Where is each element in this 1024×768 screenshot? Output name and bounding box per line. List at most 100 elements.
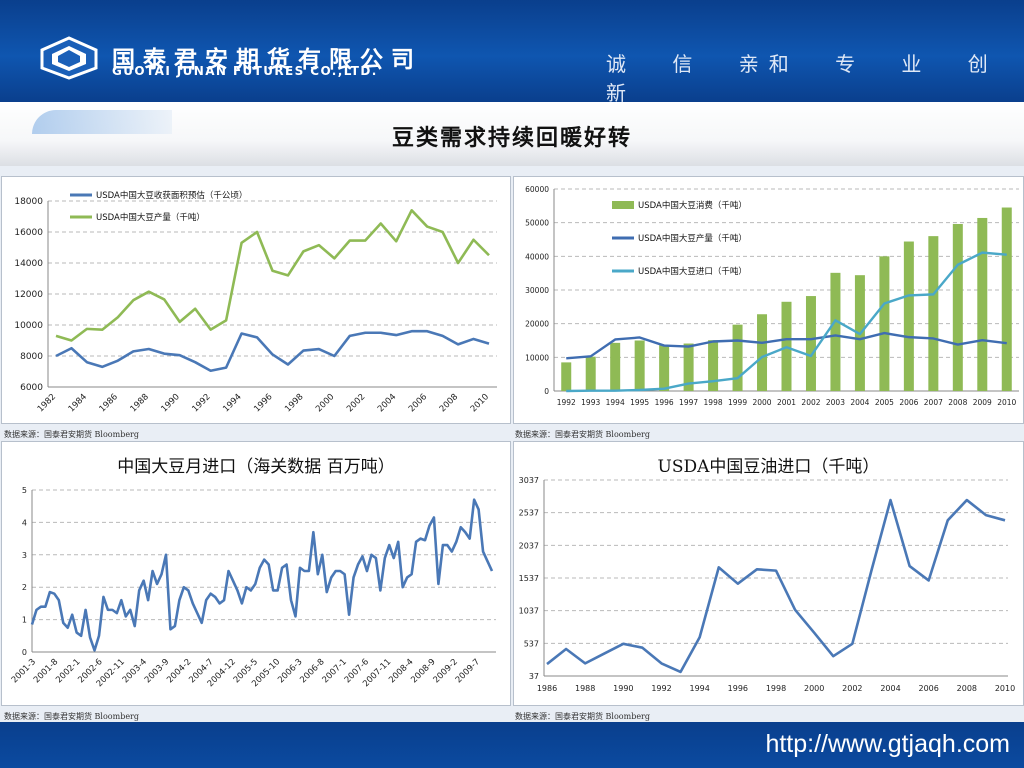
chart-title: 中国大豆月进口（海关数据 百万吨）: [117, 457, 395, 477]
chart-panel-monthly-imports: 中国大豆月进口（海关数据 百万吨） 0 1 2 3 4 5 2001-3 2001-8 2002…: [1, 441, 511, 706]
y-tick-label: 537: [524, 639, 539, 648]
legend-label: USDA中国大豆消费（千吨）: [638, 200, 747, 211]
y-tick-label: 2037: [519, 541, 539, 550]
x-tick-label: 1993: [581, 398, 600, 407]
series-line: [55, 329, 490, 373]
x-tick-label: 2004: [850, 398, 869, 407]
bar: [585, 356, 596, 391]
source-note: 数据来源：国泰君安期货 Bloomberg: [515, 712, 650, 721]
y-tick-label: 16000: [14, 228, 43, 238]
bar: [1001, 207, 1012, 391]
bar: [634, 340, 645, 391]
x-tick-label: 1990: [613, 684, 633, 693]
x-tick-label: 1996: [252, 392, 274, 414]
x-tick-label: 1995: [630, 398, 649, 407]
x-tick-label: 2008: [948, 398, 967, 407]
y-tick-label: 50000: [525, 219, 549, 228]
y-tick-label: 10000: [525, 353, 549, 362]
company-name-cn: 国泰君安期货有限公司: [112, 47, 422, 73]
y-tick-label: 14000: [14, 259, 43, 269]
legend-label: USDA中国大豆产量（千吨）: [638, 233, 747, 244]
chart-consumption: 0 10000 20000 30000 40000 50000 60000 1992 1993 1…: [525, 185, 1019, 407]
bar: [757, 314, 768, 391]
decorative-swoosh: [32, 110, 172, 134]
y-tick-label: 0: [22, 648, 27, 657]
bar: [952, 224, 963, 391]
bar: [708, 340, 719, 391]
legend-label: USDA中国大豆产量（千吨）: [96, 212, 205, 223]
y-tick-label: 40000: [525, 252, 549, 261]
footer-banner: [0, 722, 1024, 768]
y-tick-label: 18000: [14, 197, 43, 207]
x-tick-label: 2002: [345, 392, 367, 414]
x-tick-label: 2010: [995, 684, 1015, 693]
y-tick-label: 30000: [525, 286, 549, 295]
x-tick-label: 2006: [899, 398, 918, 407]
source-note: 数据来源：国泰君安期货 Bloomberg: [515, 430, 650, 439]
source-note: 数据来源：国泰君安期货 Bloomberg: [4, 430, 139, 439]
y-tick-label: 6000: [20, 383, 43, 393]
bar: [879, 256, 890, 391]
x-tick-label: 2002: [842, 684, 862, 693]
x-tick-label: 1992: [190, 392, 212, 414]
x-tick-label: 2001: [777, 398, 796, 407]
x-tick-label: 2010: [469, 392, 491, 414]
x-tick-label: 1998: [704, 398, 723, 407]
legend-swatch: [612, 201, 634, 209]
x-tick-label: 1990: [159, 392, 181, 414]
bar: [903, 241, 914, 391]
bar: [830, 272, 841, 391]
x-tick-label: 1998: [283, 392, 305, 414]
x-tick-label: 2008: [438, 392, 460, 414]
series-line: [55, 208, 490, 342]
y-tick-label: 10000: [14, 321, 43, 331]
hexagon-logo-icon: [40, 36, 98, 80]
legend-label: USDA中国大豆进口（千吨）: [638, 266, 747, 277]
bar: [928, 236, 939, 391]
x-tick-label: 2005: [875, 398, 894, 407]
x-tick-label: 1984: [67, 392, 89, 414]
x-tick-label: 2000: [752, 398, 771, 407]
series-line: [566, 251, 1007, 393]
y-tick-label: 37: [529, 672, 539, 681]
x-tick-label: 2000: [314, 392, 336, 414]
x-tick-label: 1997: [679, 398, 698, 407]
x-tick-label: 1986: [98, 392, 120, 414]
chart-soyoil-imports: 37 537 1037 1537 2037 2537 3037 1986 1988 1990 199…: [519, 476, 1016, 693]
x-tick-label: 2003: [826, 398, 845, 407]
y-tick-label: 0: [544, 387, 549, 396]
y-tick-label: 4: [22, 518, 27, 527]
bar: [659, 345, 670, 391]
bar: [561, 362, 572, 391]
series-line: [30, 498, 494, 652]
x-tick-label: 2000: [804, 684, 824, 693]
chart-title: USDA中国豆油进口（千吨）: [657, 457, 880, 477]
x-tick-label: 1986: [537, 684, 557, 693]
y-tick-label: 3: [22, 551, 27, 560]
bar: [977, 217, 988, 391]
x-tick-label: 2004: [376, 392, 398, 414]
website-url[interactable]: http://www.gtjaqh.com: [765, 730, 1010, 758]
x-tick-label: 1988: [575, 684, 595, 693]
y-tick-label: 20000: [525, 320, 549, 329]
x-tick-label: 2010: [997, 398, 1016, 407]
chart-area-production: 6000 8000 10000 12000 14000 16000 18000 1982 198…: [14, 190, 497, 414]
x-tick-label: 1992: [557, 398, 576, 407]
x-tick-label: 2007: [924, 398, 943, 407]
y-tick-label: 1037: [519, 607, 539, 616]
x-tick-label: 1988: [129, 392, 151, 414]
chart-panel-soyoil-imports: USDA中国豆油进口（千吨） 37 537 1037 1537 2037 2537 3037…: [513, 441, 1024, 706]
x-tick-label: 1994: [221, 392, 243, 414]
x-tick-label: 1982: [36, 392, 58, 414]
x-tick-label: 1996: [655, 398, 674, 407]
legend-label: USDA中国大豆收获面积预估（千公顷）: [96, 190, 247, 201]
y-tick-label: 1: [22, 616, 27, 625]
company-name-en: GUOTAI JUNAN FUTURES CO.,LTD.: [112, 64, 378, 78]
x-tick-label: 1998: [766, 684, 786, 693]
x-tick-label: 1992: [651, 684, 671, 693]
y-tick-label: 8000: [20, 352, 43, 362]
bar: [610, 342, 621, 391]
x-tick-label: 2004: [880, 684, 900, 693]
y-tick-label: 12000: [14, 290, 43, 300]
chart-monthly-imports: 0123452001-32001-82002-12002-62002-11200…: [10, 486, 496, 689]
